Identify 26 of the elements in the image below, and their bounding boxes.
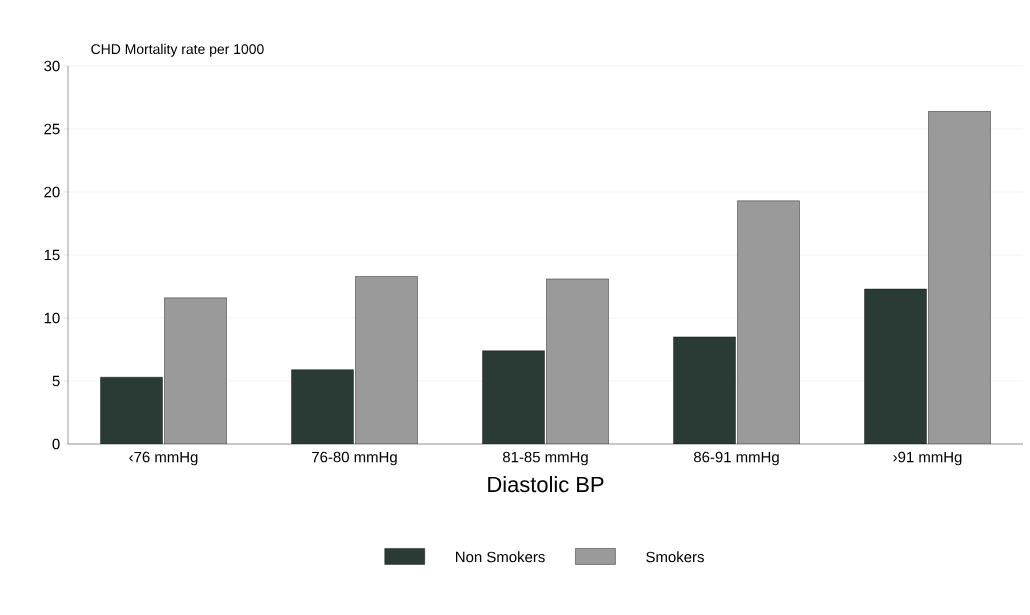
bar — [928, 111, 991, 444]
y-tick-label: 25 — [44, 123, 60, 135]
y-tick-label: 30 — [44, 60, 60, 72]
bar — [100, 377, 163, 444]
x-tick-label: ›91 mmHg — [893, 451, 962, 466]
bar — [864, 288, 927, 444]
bar — [673, 336, 736, 444]
y-tick-label: 0 — [52, 438, 60, 450]
y-tick-label: 15 — [44, 249, 60, 261]
bar — [164, 297, 227, 444]
x-tick-label: 81-85 mmHg — [502, 451, 588, 466]
bar — [546, 278, 609, 444]
bar — [291, 369, 354, 444]
bar — [737, 200, 800, 444]
x-tick-label: 86-91 mmHg — [693, 451, 779, 466]
bar — [355, 276, 418, 444]
x-axis-title: Diastolic BP — [488, 476, 604, 493]
y-tick-label: 10 — [44, 312, 60, 324]
y-axis-title: CHD Mortality rate per 1000 — [91, 43, 264, 57]
legend-label: Non Smokers — [456, 551, 545, 563]
x-tick-label: ‹76 mmHg — [129, 451, 198, 466]
y-tick-label: 5 — [52, 375, 60, 387]
y-tick-label: 20 — [44, 186, 60, 198]
x-tick-label: 76-80 mmHg — [312, 451, 397, 466]
legend-label: Smokers — [646, 551, 704, 563]
bar — [482, 350, 545, 444]
